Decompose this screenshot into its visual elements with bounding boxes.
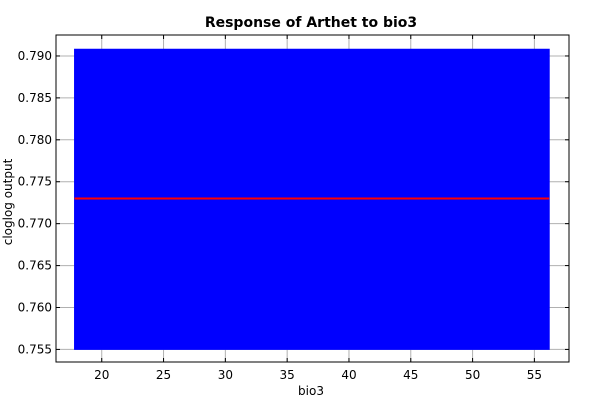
x-tick-label: 25 <box>156 368 171 382</box>
y-axis-label: cloglog output <box>1 158 15 245</box>
y-tick-label: 0.770 <box>18 217 52 231</box>
y-tick-label: 0.760 <box>18 301 52 315</box>
x-tick-label: 55 <box>527 368 542 382</box>
y-tick-label: 0.780 <box>18 133 52 147</box>
chart-title: Response of Arthet to bio3 <box>205 15 417 31</box>
x-tick-label: 40 <box>341 368 356 382</box>
y-tick-label: 0.765 <box>18 259 52 273</box>
y-tick-label: 0.755 <box>18 342 52 356</box>
x-tick-label: 35 <box>280 368 295 382</box>
plot-frame <box>55 34 570 363</box>
x-tick-label: 20 <box>94 368 109 382</box>
y-tick-label: 0.790 <box>18 49 52 63</box>
x-tick-label: 30 <box>218 368 233 382</box>
y-tick-label: 0.775 <box>18 175 52 189</box>
y-tick-label: 0.785 <box>18 91 52 105</box>
axis-ticks: 20 25 30 35 40 45 50 55 0.755 0.760 0.765 0.770 0.77… <box>18 35 569 382</box>
x-tick-label: 50 <box>465 368 480 382</box>
x-axis-label: bio3 <box>298 384 324 398</box>
x-tick-label: 45 <box>403 368 418 382</box>
plot-area <box>74 48 550 350</box>
